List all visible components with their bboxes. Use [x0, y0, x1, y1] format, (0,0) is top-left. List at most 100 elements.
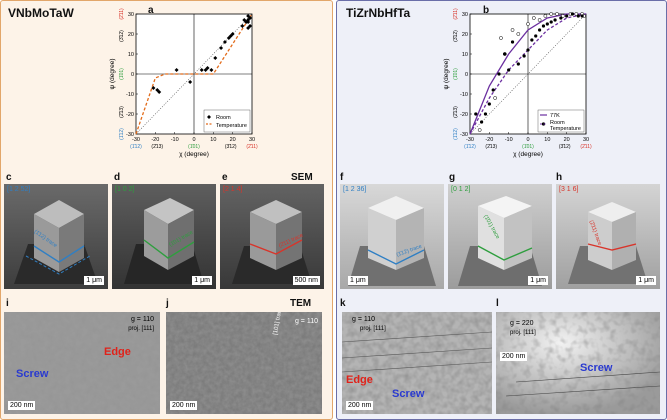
y-tick-label: 30 — [128, 12, 134, 18]
y-annotation: (3̄12) — [119, 30, 125, 42]
data-point — [541, 24, 546, 28]
data-point — [205, 66, 210, 70]
data-point — [491, 88, 495, 92]
y-annotation: (3̄12) — [453, 30, 459, 42]
direction-label-c: [1 2 52] — [7, 186, 31, 193]
data-point — [543, 14, 548, 18]
y-tick-label: -20 — [126, 112, 134, 118]
y-tick-label: 20 — [462, 32, 468, 38]
data-point — [497, 72, 501, 76]
y-tick-label: -30 — [460, 132, 468, 138]
panel-label-g: g — [449, 172, 456, 183]
y-axis-label: ψ (degree) — [443, 58, 450, 89]
x-annotation: (2̄11) — [246, 144, 258, 150]
data-point — [157, 90, 162, 94]
data-point — [549, 12, 554, 16]
data-point — [209, 68, 214, 72]
data-point — [534, 34, 538, 38]
reference-line — [469, 13, 587, 135]
projection-i: proj. [111] — [128, 326, 154, 332]
y-tick-label: 10 — [128, 52, 134, 58]
data-point — [510, 28, 515, 32]
data-point — [526, 48, 530, 52]
panel-label-c: c — [6, 172, 12, 183]
sem-image-e: [2 1 4] (2̄11) trace 500 nm — [220, 184, 324, 289]
data-point — [576, 14, 580, 18]
tem-image-l: g = 220 proj. [111] Screw 200 nm — [496, 312, 660, 414]
data-point — [203, 68, 208, 72]
x-axis-label: χ (degree) — [179, 151, 209, 158]
data-point — [222, 40, 227, 44]
y-tick-label: -10 — [126, 92, 134, 98]
y-annotation: (2̄13) — [453, 106, 459, 118]
g-vector-l: g = 220 — [510, 320, 534, 327]
y-annotation: (2̄13) — [119, 106, 125, 118]
data-point — [580, 14, 584, 18]
scalebar-g: 1 μm — [528, 276, 548, 285]
fit-line-0 — [135, 13, 253, 135]
panel-label-j: j — [166, 298, 169, 309]
data-point — [246, 20, 251, 24]
y-annotation: (1̄12) — [119, 128, 125, 140]
data-point — [560, 14, 565, 18]
scalebar-h: 1 μm — [636, 276, 656, 285]
sem-image-d: [1 0 2] (1̄01) trace 1 μm — [112, 184, 216, 289]
scalebar-j: 200 nm — [170, 401, 198, 410]
panel-label-d: d — [114, 172, 121, 183]
x-tick-label: 30 — [583, 137, 589, 143]
x-tick-label: -10 — [505, 137, 513, 143]
projection-l: proj. [111] — [510, 330, 536, 336]
data-point — [240, 24, 245, 28]
data-point — [574, 12, 579, 16]
y-tick-label: -10 — [460, 92, 468, 98]
y-tick-label: -30 — [126, 132, 134, 138]
screw-label-i: Screw — [16, 368, 49, 380]
panel-label-e: e — [222, 172, 228, 183]
legend-text: Temperature — [550, 126, 581, 132]
scalebar-c: 1 μm — [84, 276, 104, 285]
panel-label-a: a — [148, 5, 154, 16]
tem-image-k: g = 110 proj. [111] Edge Screw 200 nm — [342, 312, 492, 414]
data-point — [559, 16, 563, 20]
sem-image-f: [1 2 36] (1̄12) trace 1 μm — [340, 184, 444, 289]
scalebar-l: 200 nm — [500, 352, 528, 361]
y-tick-label: 30 — [462, 12, 468, 18]
data-point — [493, 96, 497, 100]
data-point — [510, 40, 515, 44]
data-point — [522, 54, 526, 58]
x-annotation: (2̄13) — [151, 144, 163, 150]
g-vector-j: g = 110 — [294, 318, 318, 325]
x-tick-label: 10 — [544, 137, 550, 143]
y-annotation: (1̄12) — [453, 128, 459, 140]
data-point — [174, 68, 179, 72]
y-tick-label: 10 — [462, 52, 468, 58]
data-point — [553, 18, 557, 22]
data-point — [565, 14, 569, 18]
data-point — [483, 112, 488, 116]
data-point — [248, 24, 253, 28]
data-point — [474, 112, 478, 116]
x-tick-label: -10 — [171, 137, 179, 143]
scalebar-k: 200 nm — [346, 401, 374, 410]
x-tick-label: 20 — [564, 137, 570, 143]
data-point — [228, 34, 233, 38]
x-annotation: (1̄12) — [130, 144, 142, 150]
sem-image-g: [0 1 2] (1̄01) trace 1 μm — [448, 184, 552, 289]
sem-image-c: [1 2 52] (1̄12) trace 1 μm — [4, 184, 108, 289]
data-point — [188, 80, 193, 84]
x-annotation: (3̄12) — [559, 144, 571, 150]
scalebar-d: 1 μm — [192, 276, 212, 285]
y-axis-label: ψ (degree) — [109, 58, 116, 89]
legend-text: Room — [216, 115, 231, 121]
legend-box — [537, 109, 585, 133]
tem-image-j: g = 110 [101] trace 200 nm — [166, 312, 322, 414]
data-point — [151, 86, 156, 90]
data-point — [549, 20, 553, 24]
y-annotation: (2̄11) — [453, 8, 459, 20]
y-tick-label: 20 — [128, 32, 134, 38]
data-point — [199, 68, 204, 72]
x-tick-label: -30 — [132, 137, 140, 143]
x-tick-label: -20 — [485, 137, 493, 143]
y-annotation: (1̄01) — [453, 68, 459, 80]
g-vector-k: g = 110 — [352, 316, 376, 323]
